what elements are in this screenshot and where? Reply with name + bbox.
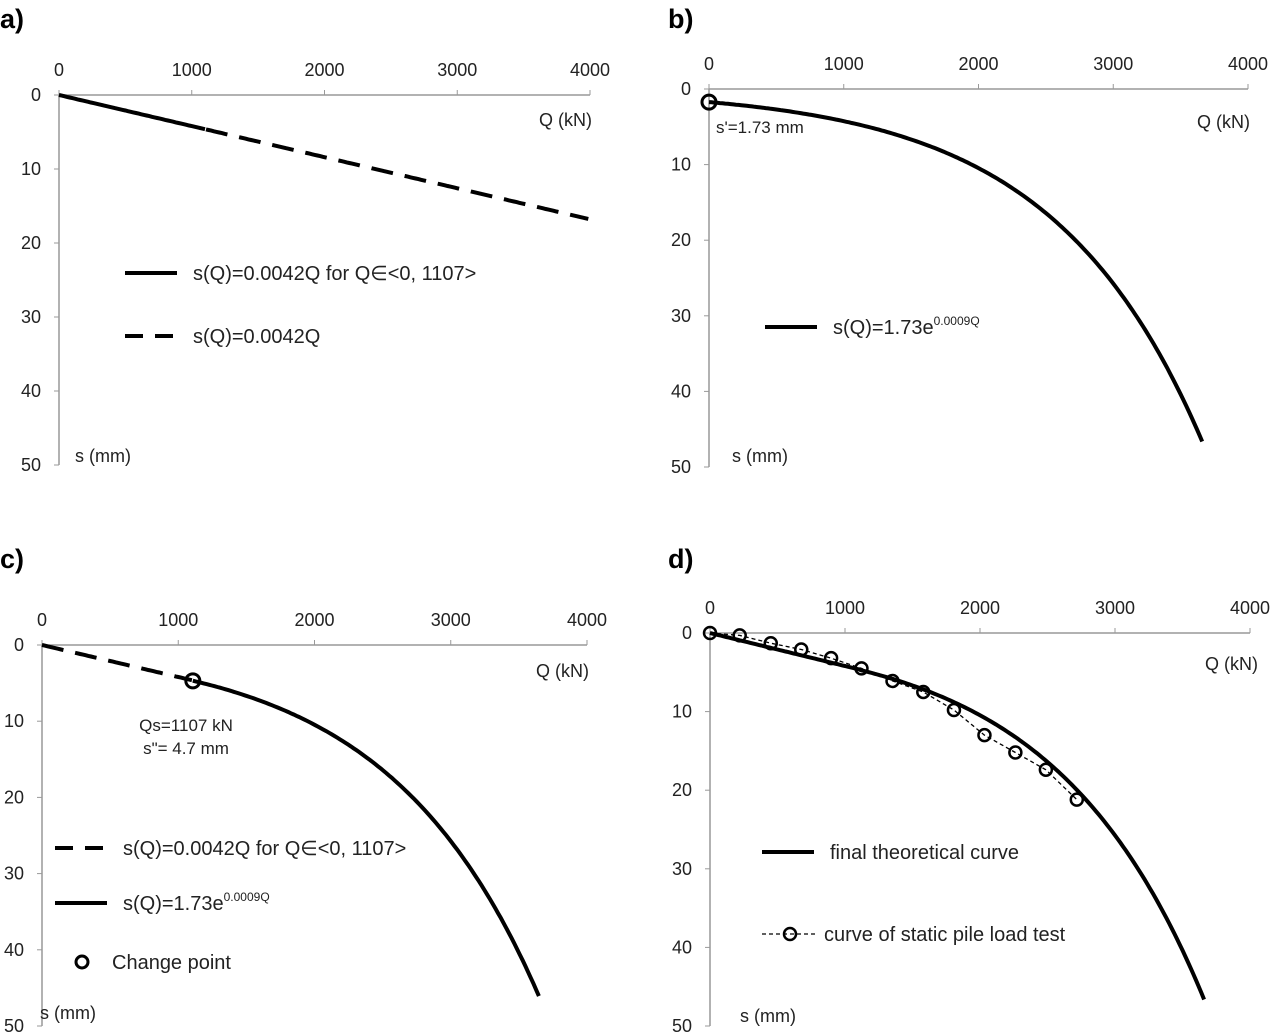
y-tick-label: 10 [672,702,692,722]
x-axis-title: Q (kN) [1205,654,1258,674]
x-tick-label: 3000 [1095,598,1135,618]
series-line [192,678,541,997]
legend-label: s(Q)=0.0042Q for Q∈<0, 1107> [193,263,476,285]
x-tick-label: 0 [705,598,715,618]
annotation: s"= 4.7 mm [143,739,229,758]
x-tick-label: 3000 [437,60,477,80]
x-tick-label: 0 [37,610,47,630]
x-tick-label: 0 [704,54,714,74]
y-tick-label: 20 [672,780,692,800]
series-line [708,100,1205,443]
y-tick-label: 40 [21,381,41,401]
y-axis-title: s (mm) [732,446,788,466]
legend-label: Change point [112,952,231,974]
change-point-marker [184,672,202,690]
legend-marker [74,954,90,970]
y-tick-label: 10 [21,159,41,179]
data-point [1038,762,1054,778]
y-axis-title: s (mm) [740,1006,796,1026]
y-tick-label: 30 [4,864,24,884]
x-tick-label: 1000 [172,60,212,80]
data-point [794,642,809,657]
panel-b: b) 0 1000 2000 3000 4000 0 10 20 30 40 50 Q (kN) s (m… [668,4,1268,477]
x-tick-label: 4000 [567,610,607,630]
y-tick-label: 0 [31,85,41,105]
y-tick-label: 50 [672,1016,692,1036]
x-tick-label: 1000 [158,610,198,630]
x-axis-title: Q (kN) [1197,112,1250,132]
y-tick-label: 0 [14,635,24,655]
legend-label: s(Q)=0.0042Q [193,326,320,348]
y-tick-label: 10 [671,155,691,175]
annotation: s'=1.73 mm [716,118,804,137]
annotation: Qs=1107 kN [139,716,233,735]
legend-label: curve of static pile load test [824,924,1066,946]
y-axis-title: s (mm) [75,446,131,466]
x-tick-label: 2000 [958,54,998,74]
y-tick-label: 20 [4,787,24,807]
panel-label: b) [668,4,693,34]
x-axis-title: Q (kN) [539,110,592,130]
series-line [41,643,193,683]
x-tick-label: 1000 [824,54,864,74]
data-point [946,702,962,718]
legend-label: final theoretical curve [830,842,1019,864]
x-tick-label: 1000 [825,598,865,618]
y-tick-label: 30 [21,307,41,327]
x-tick-label: 3000 [431,610,471,630]
panel-d: d) 0 1000 2000 3000 4000 0 10 20 30 40 50 Q (kN) s (m… [668,544,1270,1036]
x-tick-label: 0 [54,60,64,80]
x-tick-label: 2000 [304,60,344,80]
x-tick-label: 3000 [1093,54,1133,74]
data-point [823,650,839,666]
legend-label: s(Q)=0.0042Q for Q∈<0, 1107> [123,838,406,860]
y-axis-title: s (mm) [40,1003,96,1023]
x-tick-label: 2000 [960,598,1000,618]
data-point [916,684,931,700]
y-tick-label: 50 [671,457,691,477]
y-tick-label: 20 [21,233,41,253]
data-point [885,673,900,689]
legend-superscript: 0.0009Q [224,890,270,904]
y-tick-label: 40 [672,937,692,957]
data-point [732,628,747,643]
test-line [709,632,1078,801]
y-tick-label: 20 [671,230,691,250]
change-point-marker [700,93,718,111]
panel-c: c) 0 1000 2000 3000 4000 0 10 20 30 40 50 Q (kN) s (m… [0,544,607,1036]
x-tick-label: 2000 [294,610,334,630]
y-tick-label: 50 [21,455,41,475]
panel-label: c) [0,544,24,574]
data-point [854,661,869,676]
y-tick-label: 0 [681,79,691,99]
data-point [763,635,778,651]
y-tick-label: 40 [671,381,691,401]
data-point [1069,792,1085,807]
x-tick-label: 4000 [1230,598,1270,618]
panel-a: a) 0 1000 2000 3000 4000 0 10 20 30 40 50 Q (kN) s (m… [0,4,610,475]
y-tick-label: 0 [682,623,692,643]
series-line [58,93,206,132]
y-tick-label: 30 [671,306,691,326]
legend-label: s(Q)=1.73e0.0009Q [833,314,980,339]
x-tick-label: 4000 [1228,54,1268,74]
series-line [205,127,589,221]
data-point [1008,745,1023,760]
y-tick-label: 10 [4,711,24,731]
panel-label: d) [668,544,693,574]
y-tick-label: 40 [4,940,24,960]
panel-label: a) [0,4,24,34]
legend-superscript: 0.0009Q [934,314,980,328]
x-tick-label: 4000 [570,60,610,80]
y-tick-label: 30 [672,859,692,879]
y-tick-label: 50 [4,1016,24,1036]
legend-marker [782,926,798,942]
data-point [977,727,992,743]
legend-label: s(Q)=1.73e0.0009Q [123,890,270,915]
data-point [702,625,718,641]
x-axis-title: Q (kN) [536,661,589,681]
